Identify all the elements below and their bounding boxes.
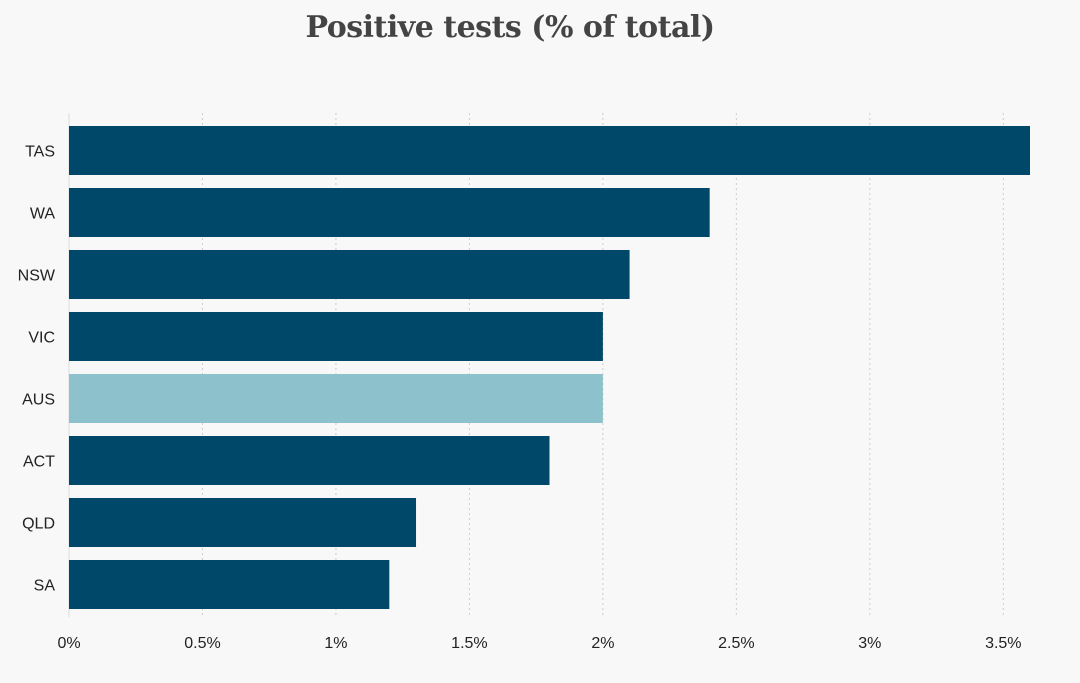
chart-title: Positive tests (% of total)	[305, 10, 715, 45]
x-tick-label: 2.5%	[718, 635, 754, 652]
bar-sa	[69, 560, 390, 609]
category-label: SA	[34, 578, 56, 595]
bar-tas	[69, 126, 1030, 175]
category-label: NSW	[18, 268, 56, 285]
bar-aus	[69, 374, 603, 423]
bar-vic	[69, 312, 603, 361]
category-label: TAS	[25, 144, 55, 161]
x-tick-label: 2%	[591, 635, 614, 652]
category-label: AUS	[22, 392, 55, 409]
category-labels: TAS WA NSW VIC AUS ACT QLD SA	[18, 144, 56, 595]
x-tick-label: 0.5%	[184, 635, 220, 652]
x-tick-label: 1.5%	[451, 635, 487, 652]
category-label: ACT	[23, 454, 55, 471]
bars	[69, 126, 1030, 609]
x-tick-label: 0%	[57, 635, 80, 652]
bar-qld	[69, 498, 417, 547]
x-tick-label: 3.5%	[985, 635, 1021, 652]
bar-wa	[69, 188, 710, 237]
bar-nsw	[69, 250, 630, 299]
category-label: WA	[30, 206, 56, 223]
x-tick-label: 1%	[324, 635, 347, 652]
category-label: QLD	[22, 516, 55, 533]
category-label: VIC	[28, 330, 55, 347]
bar-act	[69, 436, 550, 485]
x-axis-ticks: 0% 0.5% 1% 1.5% 2% 2.5% 3% 3.5%	[57, 635, 1021, 652]
x-tick-label: 3%	[858, 635, 881, 652]
